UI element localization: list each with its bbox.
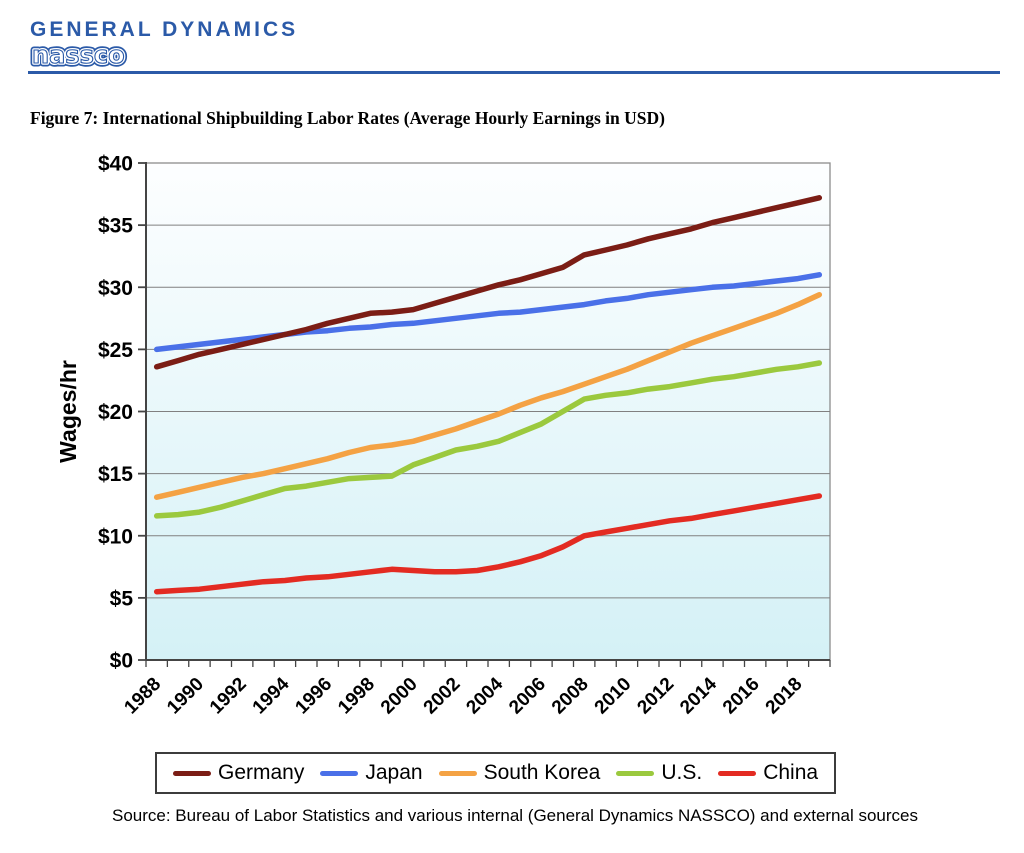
svg-text:2004: 2004 (462, 673, 507, 718)
legend-line-swatch (718, 770, 757, 776)
legend-line-swatch (616, 770, 655, 776)
svg-text:$30: $30 (98, 277, 133, 300)
svg-text:$10: $10 (98, 525, 133, 548)
header-divider (28, 71, 1000, 74)
svg-text:2016: 2016 (719, 674, 764, 719)
x-axis-ticks (145, 660, 831, 667)
figure-title: Figure 7: International Shipbuilding Lab… (30, 108, 665, 128)
svg-text:$25: $25 (98, 339, 133, 362)
svg-text:$5: $5 (110, 587, 134, 610)
svg-text:2002: 2002 (420, 674, 465, 719)
chart-area: $0 $5 $10 $15 $20 $25 $30 $35 $40 1988 1990 1992 199… (60, 148, 960, 763)
legend-label: Japan (365, 761, 423, 784)
legend-item-south-korea: South Korea (438, 761, 601, 785)
svg-text:nassco: nassco (32, 41, 125, 69)
svg-text:1996: 1996 (291, 674, 336, 719)
svg-text:2006: 2006 (505, 674, 550, 719)
svg-text:1994: 1994 (249, 673, 294, 718)
y-axis-ticks: $0 $5 $10 $15 $20 $25 $30 $35 $40 (98, 153, 146, 673)
legend-label: South Korea (483, 761, 601, 784)
svg-text:$15: $15 (98, 463, 133, 486)
nassco-logo: nassco nassco nassco (29, 38, 129, 72)
svg-text:2014: 2014 (676, 673, 721, 718)
series-line-germany (153, 195, 823, 370)
svg-text:1998: 1998 (334, 674, 379, 719)
legend-item-u-s-: U.S. (616, 761, 702, 785)
svg-text:2012: 2012 (633, 674, 678, 719)
svg-text:1988: 1988 (120, 674, 165, 719)
legend-label: China (763, 761, 819, 784)
legend-item-china: China (718, 761, 818, 785)
svg-text:2000: 2000 (377, 674, 422, 719)
svg-text:1992: 1992 (206, 674, 251, 719)
svg-text:$20: $20 (98, 401, 133, 424)
svg-text:1990: 1990 (163, 674, 208, 719)
x-axis-labels: 1988199019921994199619982000200220042006… (120, 673, 806, 718)
series-line-u-s- (153, 360, 823, 519)
y-axis-title: Wages/hr (60, 360, 81, 463)
svg-text:$35: $35 (98, 215, 133, 238)
svg-text:2018: 2018 (762, 674, 807, 719)
legend-line-swatch (173, 770, 211, 776)
series-line-south-korea (153, 291, 823, 500)
svg-text:2010: 2010 (591, 674, 636, 719)
svg-text:2008: 2008 (548, 674, 593, 719)
chart-legend: Germany Japan South Korea U.S. China (155, 752, 837, 794)
labor-rates-chart: $0$5$10$15$20$25$30$35$40198819901992199… (60, 153, 831, 718)
legend-line-swatch (438, 770, 477, 776)
legend-label: U.S. (661, 761, 703, 784)
svg-text:nassco: nassco (32, 41, 125, 69)
legend-line-swatch (320, 770, 359, 776)
legend-item-germany: Germany (173, 761, 304, 785)
series-line-china (153, 493, 823, 595)
general-dynamics-logo: GENERAL DYNAMICS (30, 18, 299, 41)
svg-text:$40: $40 (98, 153, 133, 176)
legend-item-japan: Japan (320, 761, 423, 785)
source-note: Source: Bureau of Labor Statistics and v… (112, 806, 918, 825)
legend-label: Germany (218, 761, 305, 784)
svg-text:nassco: nassco (32, 41, 125, 69)
svg-text:$0: $0 (110, 650, 133, 673)
